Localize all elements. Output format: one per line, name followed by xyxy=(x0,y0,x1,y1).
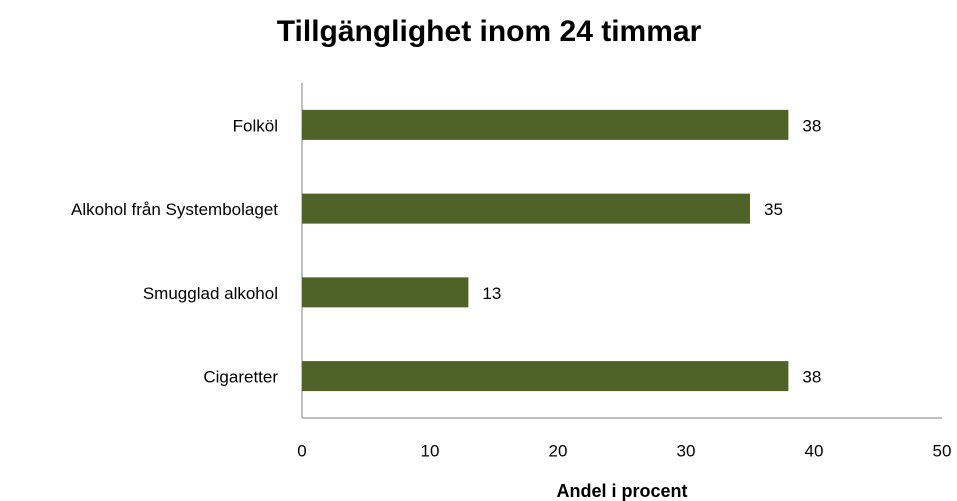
bar xyxy=(302,277,469,308)
data-label: 35 xyxy=(764,200,783,219)
x-tick-label: 30 xyxy=(677,441,696,460)
data-label: 38 xyxy=(802,116,821,135)
y-tick-label: Cigaretter xyxy=(203,368,278,387)
bar xyxy=(302,109,789,140)
data-label: 13 xyxy=(482,284,501,303)
x-tick-label: 50 xyxy=(933,441,952,460)
x-tick-label: 40 xyxy=(805,441,824,460)
x-tick-label: 20 xyxy=(549,441,568,460)
x-tick-label: 10 xyxy=(421,441,440,460)
bar xyxy=(302,193,750,224)
chart-title: Tillgänglighet inom 24 timmar xyxy=(277,15,702,48)
x-axis-title: Andel i procent xyxy=(556,481,687,501)
bar xyxy=(302,361,789,392)
y-tick-label: Alkohol från Systembolaget xyxy=(71,200,278,219)
y-tick-label: Smugglad alkohol xyxy=(143,284,278,303)
y-tick-label: Folköl xyxy=(233,116,278,135)
data-label: 38 xyxy=(802,368,821,387)
x-tick-label: 0 xyxy=(297,441,306,460)
